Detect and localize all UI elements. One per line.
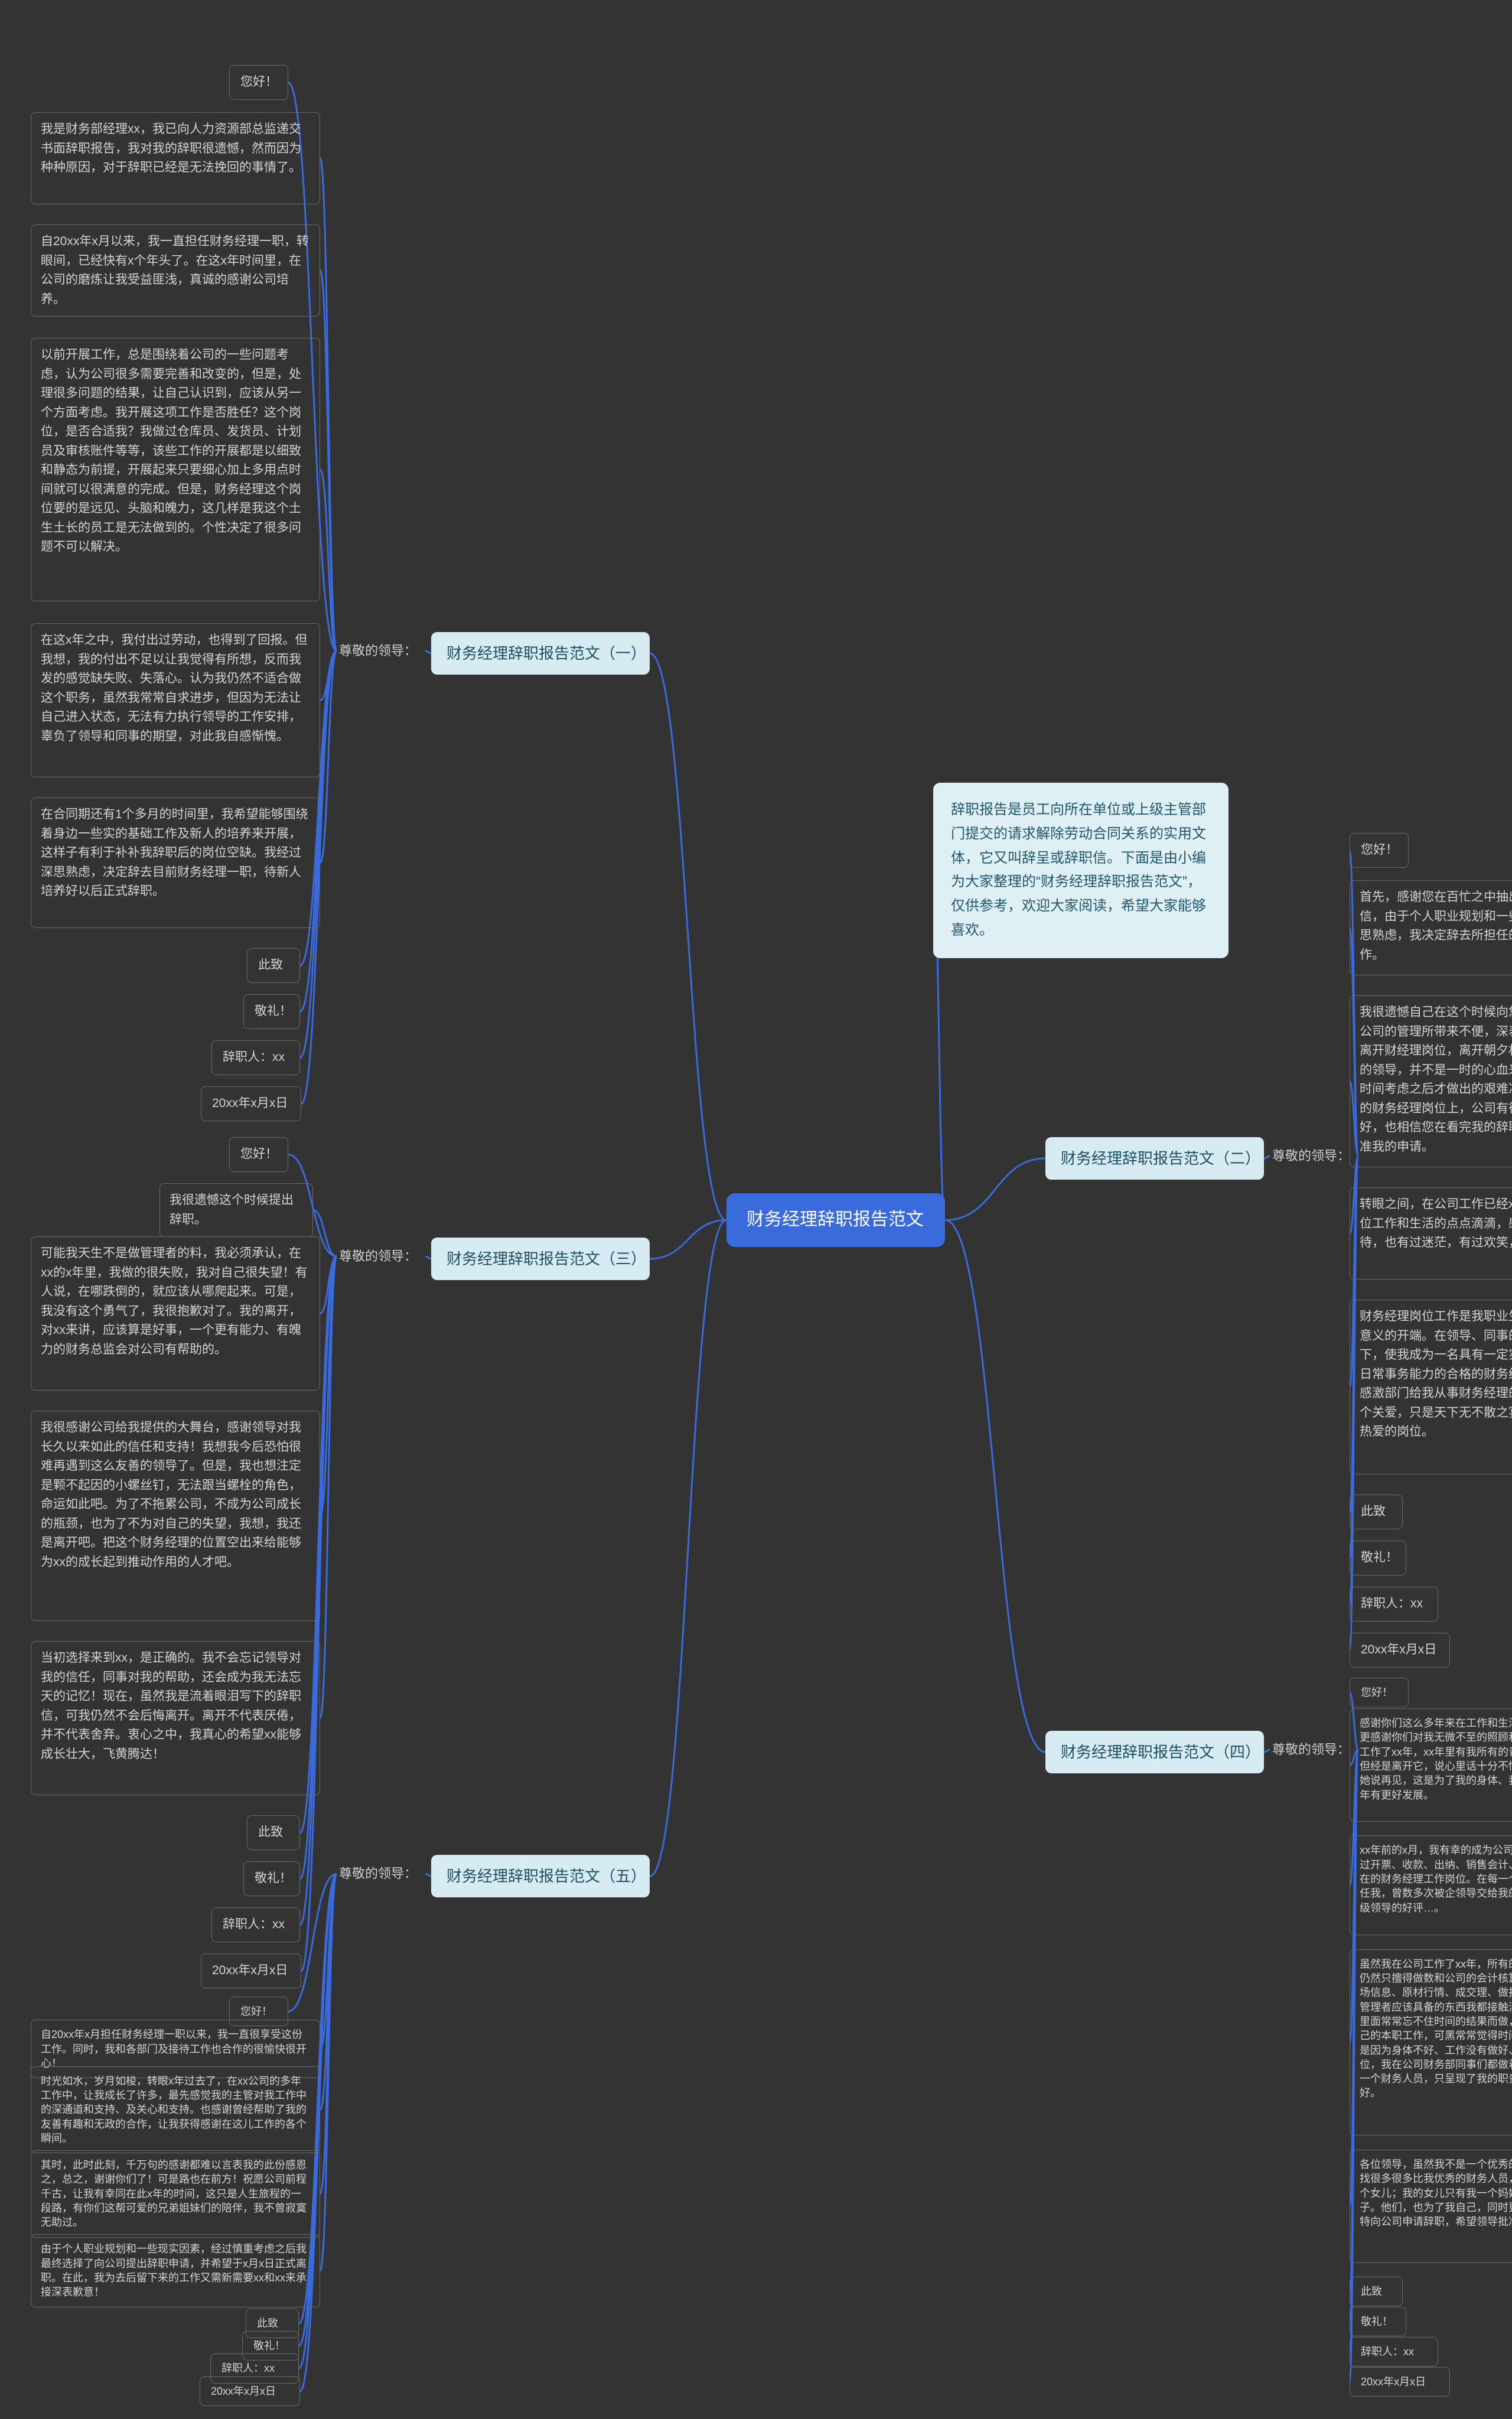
leaf-b4l8: 20xx年x月x日 xyxy=(1350,2367,1450,2397)
leaf-b2l6: 敬礼！ xyxy=(1350,1541,1406,1575)
branch-b2: 财务经理辞职报告范文（二） xyxy=(1045,1137,1264,1180)
branch-b5: 财务经理辞职报告范文（五） xyxy=(431,1855,650,1897)
sub-b3: 尊敬的领导： xyxy=(337,1241,425,1272)
edge xyxy=(320,1256,337,1718)
leaf-b1l7: 敬礼！ xyxy=(243,994,300,1029)
edge xyxy=(320,158,337,651)
leaf-b3l1: 我很遗憾这个时候提出辞职。 xyxy=(159,1183,313,1237)
mindmap-canvas: 财务经理辞职报告范文 辞职报告是员工向所在单位或上级主管部门提交的请求解除劳动合同… xyxy=(0,0,1512,2419)
leaf-b3l3: 我很感谢公司给我提供的大舞台，感谢领导对我长久以来如此的信任和支持！我想我今后恐… xyxy=(31,1411,320,1621)
edge xyxy=(320,1874,337,2194)
leaf-b4l5: 此致 xyxy=(1350,2277,1403,2306)
branch-b4: 财务经理辞职报告范文（四） xyxy=(1045,1731,1264,1773)
branch-b3: 财务经理辞职报告范文（三） xyxy=(431,1238,650,1280)
edge xyxy=(650,653,726,1220)
root-node: 财务经理辞职报告范文 xyxy=(726,1193,945,1247)
edge xyxy=(320,271,337,651)
sub-b2: 尊敬的领导： xyxy=(1270,1140,1358,1172)
leaf-b3l5: 此致 xyxy=(247,1815,300,1850)
edge xyxy=(1264,1750,1270,1752)
leaf-b2l4: 财务经理岗位工作是我职业生涯中珍贵而十分有意义的开端。在领导、同事的关怀指导和帮… xyxy=(1350,1300,1512,1474)
leaf-b5l2: 时光如水，岁月如梭，转眼x年过去了，在xx公司的多年工作中，让我成长了许多，最先… xyxy=(31,2066,320,2153)
leaf-b3l0: 您好！ xyxy=(229,1137,288,1172)
leaf-b2l5: 此致 xyxy=(1350,1495,1403,1529)
leaf-b2l2: 我很遗憾自己在这个时候向您正式提出辞职，给公司的管理所带来不便，深表歉意！此时我… xyxy=(1350,995,1512,1167)
leaf-b1l9: 20xx年x月x日 xyxy=(201,1086,301,1121)
edge xyxy=(320,1256,337,1314)
leaf-b3l2: 可能我天生不是做管理者的料，我必须承认，在xx的x年里，我做的很失败，我对自己很… xyxy=(31,1236,320,1391)
leaf-b2l0: 您好！ xyxy=(1350,833,1409,868)
leaf-b5l4: 由于个人职业规划和一些现实因素，经过慎重考虑之后我最终选择了向公司提出辞职申请，… xyxy=(31,2234,320,2307)
leaf-b3l6: 敬礼！ xyxy=(243,1861,300,1896)
leaf-b2l1: 首先，感谢您在百忙之中抽出时间阅读我的辞职信，由于个人职业规划和一些现实因素，经… xyxy=(1350,880,1512,975)
leaf-b4l2: xx年前的x月，我有幸的成为公司的一名员工，我也从事过开票、收款、出纳、销售会计… xyxy=(1350,1835,1512,1935)
edge xyxy=(425,651,431,653)
edge xyxy=(320,470,337,651)
edge xyxy=(320,1874,337,2049)
leaf-b1l8: 辞职人：xx xyxy=(211,1040,300,1075)
leaf-b5l3: 其时，此时此刻，千万句的感谢都难以言表我的此份感恩之，总之，谢谢你们了！可是路也… xyxy=(31,2150,320,2237)
leaf-b5l8: 20xx年x月x日 xyxy=(200,2376,300,2406)
leaf-b1l1: 我是财务部经理xx，我已向人力资源部总监递交书面辞职报告，我对我的辞职很遗憾，然… xyxy=(31,112,320,204)
edge xyxy=(945,1158,1045,1220)
edge xyxy=(1264,1156,1270,1158)
edge xyxy=(320,1874,337,2110)
edge xyxy=(650,1220,726,1877)
leaf-b1l2: 自20xx年x月以来，我一直担任财务经理一职，转眼间，已经快有x个年头了。在这x… xyxy=(31,224,320,317)
leaf-b1l0: 您好！ xyxy=(229,65,288,100)
leaf-b4l0: 您好！ xyxy=(1350,1678,1409,1707)
leaf-b1l3: 以前开展工作，总是围绕着公司的一些问题考虑，认为公司很多需要完善和改变的，但是，… xyxy=(31,338,320,601)
branch-b1: 财务经理辞职报告范文（一） xyxy=(431,632,650,675)
edge xyxy=(650,1220,726,1259)
sub-b4: 尊敬的领导： xyxy=(1270,1734,1358,1766)
edge xyxy=(945,1220,1045,1753)
edge xyxy=(320,1256,337,1516)
leaf-b4l3: 虽然我在公司工作了xx年，所有的业务也都很熟悉，但我仍然只擅得做数和公司的会计核… xyxy=(1350,1949,1512,2136)
edge xyxy=(320,651,337,863)
leaf-b2l8: 20xx年x月x日 xyxy=(1350,1633,1450,1668)
leaf-b4l4: 各位领导，虽然我不是一个优秀的财务人员，可你们可以找很多很多比我优秀的财务人员，… xyxy=(1350,2150,1512,2263)
sub-b1: 尊敬的领导： xyxy=(337,635,425,667)
leaf-b3l4: 当初选择来到xx，是正确的。我不会忘记领导对我的信任，同事对我的帮助，还会成为我… xyxy=(31,1641,320,1795)
edge xyxy=(425,1256,431,1259)
leaf-b3l8: 20xx年x月x日 xyxy=(201,1954,301,1988)
intro-note: 辞职报告是员工向所在单位或上级主管部门提交的请求解除劳动合同关系的实用文体，它又… xyxy=(933,783,1228,958)
leaf-b4l1: 感谢你们这么多年来在工作和生活上对我的指导和帮助，更感谢你们对我无微不至的照顾和… xyxy=(1350,1708,1512,1822)
leaf-b3l7: 辞职人：xx xyxy=(211,1907,300,1942)
leaf-b2l7: 辞职人：xx xyxy=(1350,1587,1438,1622)
edge xyxy=(425,1874,431,1876)
leaf-b1l6: 此致 xyxy=(247,948,300,983)
edge xyxy=(320,1874,337,2271)
edge xyxy=(320,651,337,701)
leaf-b1l5: 在合同期还有1个多月的时间里，我希望能够围绕着身边一些实的基础工作及新人的培养来… xyxy=(31,797,320,928)
sub-b5: 尊敬的领导： xyxy=(337,1858,425,1890)
leaf-b1l4: 在这x年之中，我付出过劳动，也得到了回报。但我想，我的付出不足以让我觉得有所想，… xyxy=(31,623,320,777)
leaf-b4l7: 辞职人：xx xyxy=(1350,2337,1438,2366)
leaf-b4l6: 敬礼！ xyxy=(1350,2307,1406,2336)
leaf-b2l3: 转眼之间，在公司工作已经x年。回首财务经理岗位工作和生活的点点滴滴，感慨颇多，有… xyxy=(1350,1187,1512,1280)
